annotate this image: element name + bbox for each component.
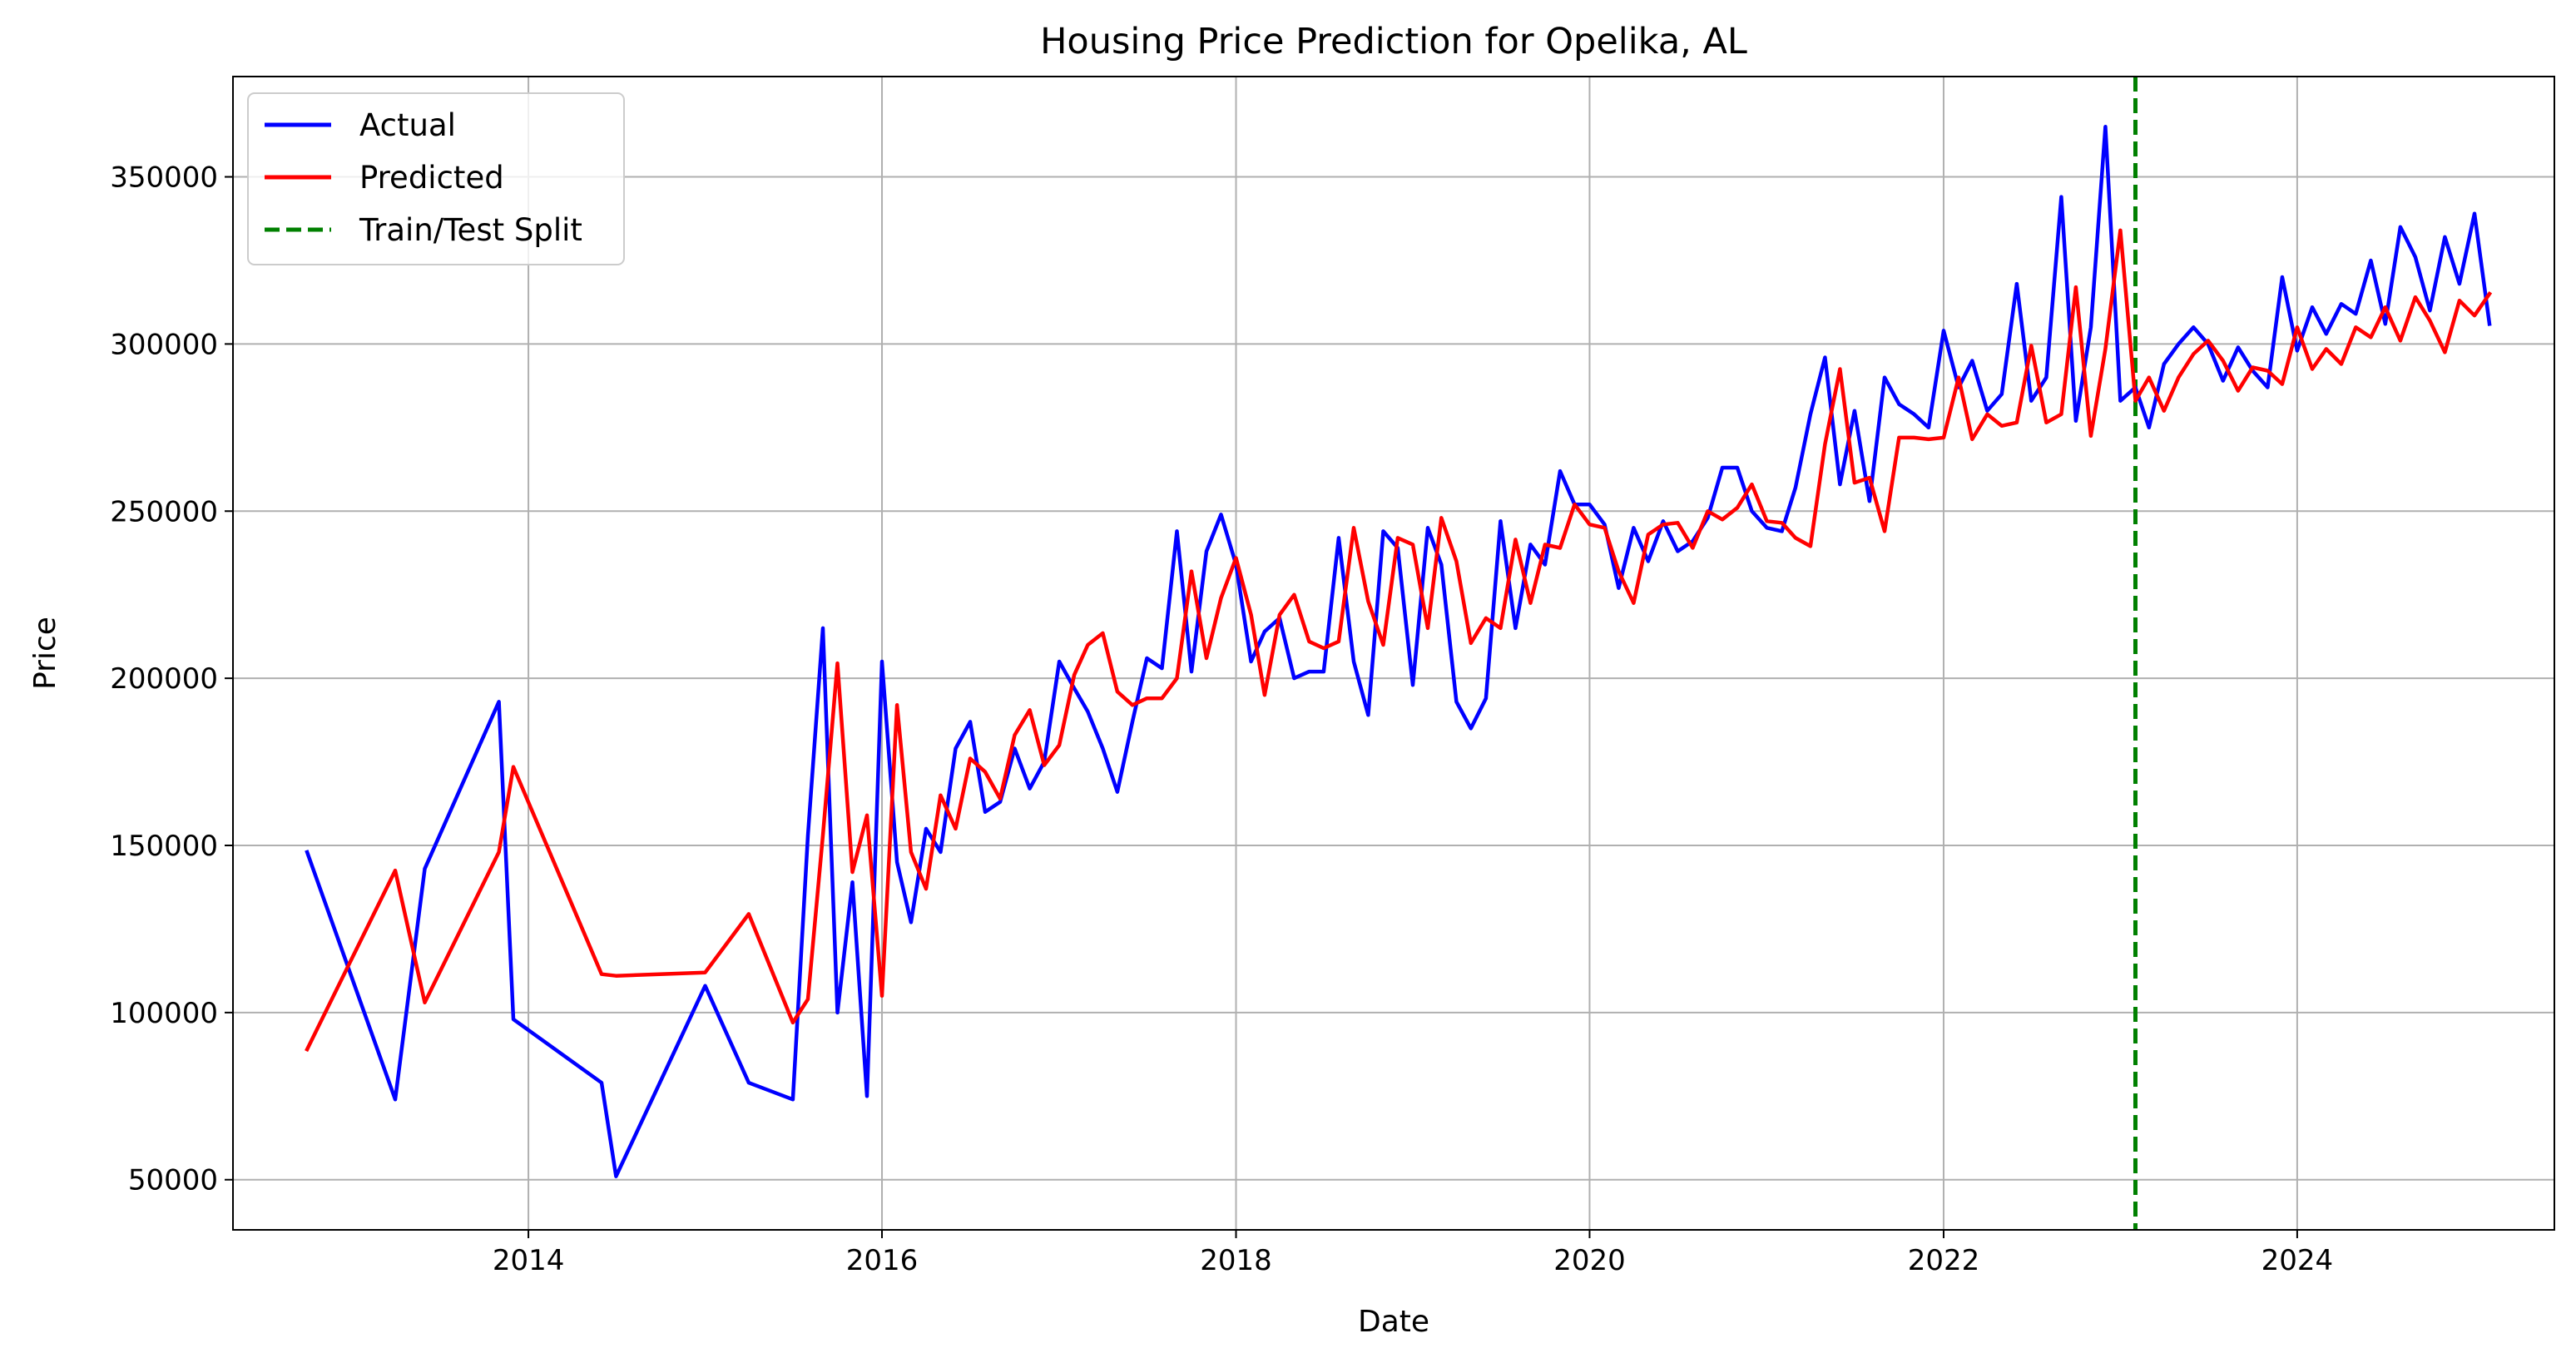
y-tick-label: 250000 xyxy=(110,495,218,528)
plot-area xyxy=(233,77,2554,1230)
x-tick-label: 2018 xyxy=(1200,1244,1272,1277)
series xyxy=(305,125,2493,1178)
y-tick-label: 350000 xyxy=(110,161,218,195)
legend-label: Actual xyxy=(359,107,456,143)
ticks: 2014 2016 2018 2020 2022 2024 50000 100000 15000… xyxy=(110,161,2333,1277)
plot-frame xyxy=(232,76,2555,1231)
y-tick-label: 200000 xyxy=(110,662,218,696)
legend-box xyxy=(247,92,625,265)
x-axis-label: Date xyxy=(1358,1305,1429,1339)
y-axis-label: Price xyxy=(28,617,62,690)
x-tick-label: 2016 xyxy=(846,1244,919,1277)
chart-title: Housing Price Prediction for Opelika, AL xyxy=(1040,21,1747,62)
y-tick-label: 100000 xyxy=(110,997,218,1030)
y-tick-label: 300000 xyxy=(110,328,218,361)
y-tick-label: 50000 xyxy=(128,1164,218,1197)
x-tick-label: 2022 xyxy=(1908,1244,1980,1277)
y-tick-label: 150000 xyxy=(110,830,218,863)
legend-label: Train/Test Split xyxy=(359,212,582,248)
x-tick-label: 2014 xyxy=(493,1244,565,1277)
x-tick-label: 2020 xyxy=(1553,1244,1626,1277)
legend: Actual Predicted Train/Test Split xyxy=(247,92,625,265)
legend-label: Predicted xyxy=(359,160,504,196)
series-line-predicted xyxy=(305,228,2493,1053)
x-tick-label: 2024 xyxy=(2261,1244,2334,1277)
